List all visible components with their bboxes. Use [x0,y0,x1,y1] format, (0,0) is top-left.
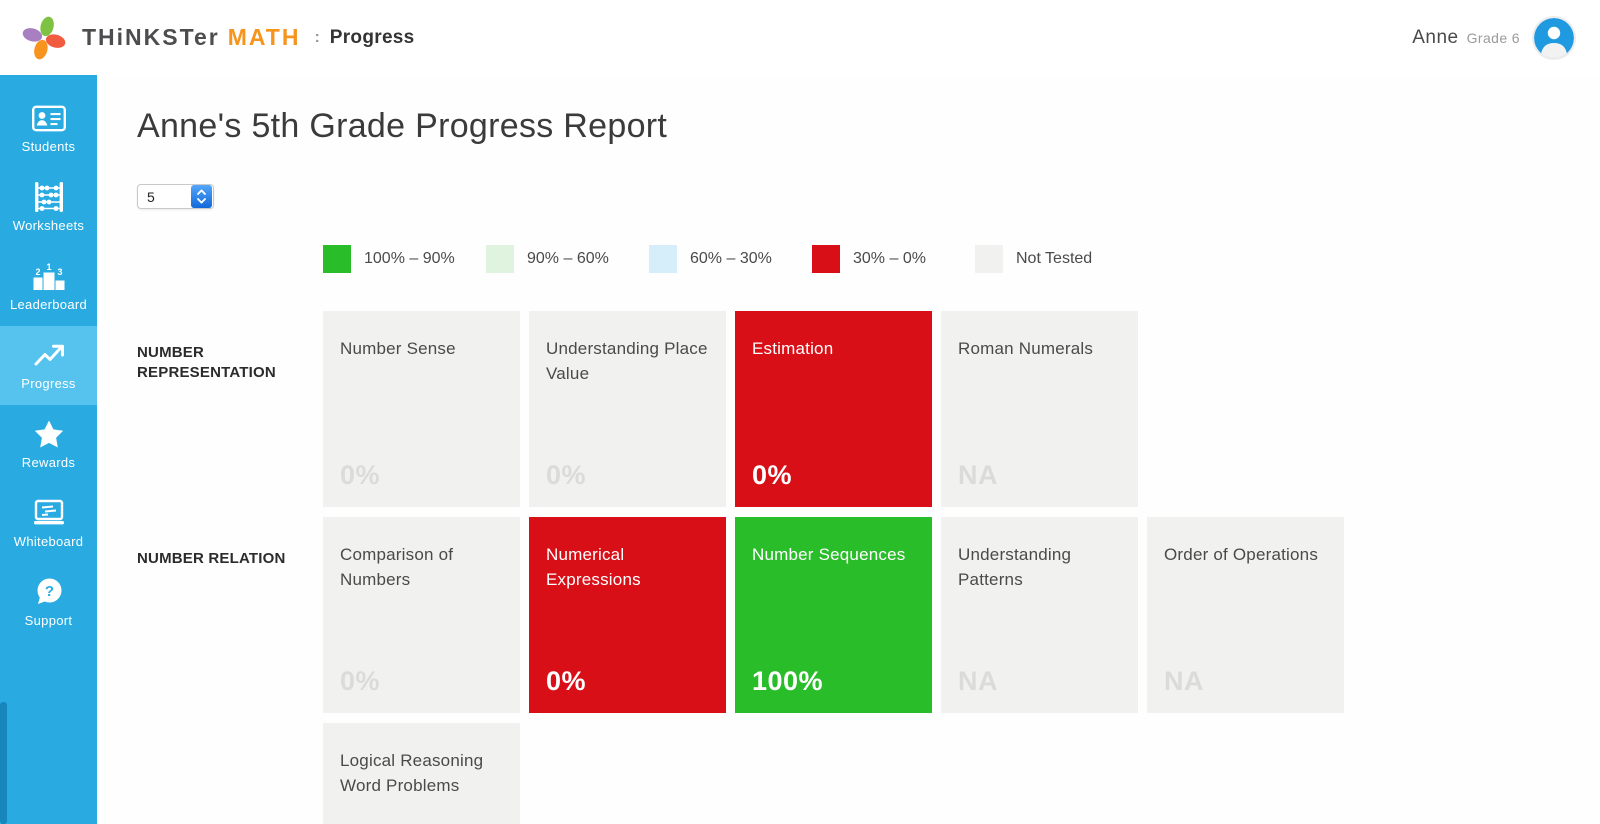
support-icon: ? [34,577,64,607]
legend-swatch [323,245,351,273]
topic-cell[interactable]: Order of Operations NA [1147,517,1344,713]
user-avatar[interactable] [1534,17,1574,58]
person-icon [1534,17,1574,58]
sidebar-scrollbar[interactable] [0,702,7,824]
brand-name: THiNKSTer [82,24,220,50]
sidebar-nav: Students Worksheets 1 2 3 Leaderboard Progress… [0,75,97,824]
legend-label: 60% – 30% [690,250,772,267]
whiteboard-icon [33,498,65,528]
sidebar-item-progress[interactable]: Progress [0,326,97,405]
topic-score: 0% [546,666,587,696]
brand-name-math: MATH [227,24,301,50]
topic-score: 0% [340,666,381,696]
topic-title: Roman Numerals [958,339,1094,358]
sidebar-item-worksheets[interactable]: Worksheets [0,168,97,247]
topic-cell[interactable]: Roman Numerals NA [941,311,1138,507]
topic-title: Understanding Patterns [958,545,1072,589]
sidebar-item-students[interactable]: Students [0,89,97,168]
legend-item: 30% – 0% [812,245,975,273]
topic-score: NA [1164,666,1204,696]
topic-cell[interactable]: Comparison of Numbers 0% [323,517,520,713]
legend-swatch [649,245,677,273]
topic-cell[interactable]: Estimation 0% [735,311,932,507]
category-label: NUMBER RELATION [137,550,286,567]
topic-score: 0% [752,460,793,490]
topic-cell[interactable]: Logical Reasoning Word Problems [323,723,520,824]
progress-grid: NUMBER REPRESENTATION Number Sense 0% Under… [137,311,1600,824]
main-content: Anne's 5th Grade Progress Report 5 100% … [97,75,1600,824]
sidebar-item-label: Progress [21,376,76,391]
legend-item: Not Tested [975,245,1138,273]
app-header: THiNKSTer MATH : Progress Anne Grade 6 [0,0,1600,75]
legend-swatch [812,245,840,273]
grid-row: NUMBER RELATION Comparison of Numbers 0% Nu… [137,517,1600,713]
topic-title: Order of Operations [1164,545,1319,564]
topic-score: 0% [546,460,587,490]
topic-cell[interactable]: Understanding Patterns NA [941,517,1138,713]
legend-label: 90% – 60% [527,250,609,267]
topic-title: Comparison of Numbers [340,545,454,589]
svg-text:?: ? [44,583,53,600]
legend-label: 30% – 0% [853,250,926,267]
svg-text:1: 1 [46,262,51,272]
topic-cell[interactable]: Number Sense 0% [323,311,520,507]
topic-title: Understanding Place Value [546,339,708,383]
user-name: Anne [1412,26,1459,48]
topic-title: Number Sequences [752,545,906,564]
grade-select[interactable]: 5 [137,184,214,209]
topic-score: NA [958,460,998,490]
grid-row: NUMBER REPRESENTATION Number Sense 0% Under… [137,311,1600,507]
legend-swatch [486,245,514,273]
topic-score: NA [958,666,998,696]
topic-cell[interactable]: Understanding Place Value 0% [529,311,726,507]
students-icon [31,103,66,133]
topic-cell[interactable]: Numerical Expressions 0% [529,517,726,713]
topic-score: 0% [340,460,381,490]
svg-text:2: 2 [35,267,40,277]
score-legend: 100% – 90% 90% – 60% 60% – 30% 30% – 0% Not … [323,245,1600,273]
legend-swatch [975,245,1003,273]
sidebar-item-label: Worksheets [12,218,85,233]
topic-title: Numerical Expressions [546,545,641,589]
legend-item: 90% – 60% [486,245,649,273]
legend-label: Not Tested [1016,250,1093,267]
category-label [137,723,323,824]
sidebar-item-leaderboard[interactable]: 1 2 3 Leaderboard [0,247,97,326]
sidebar-item-label: Whiteboard [13,534,84,549]
sidebar-item-label: Rewards [21,455,76,470]
sidebar-item-support[interactable]: ? Support [0,563,97,642]
topic-cell[interactable]: Number Sequences 100% [735,517,932,713]
topic-title: Logical Reasoning Word Problems [340,751,484,795]
topic-title: Number Sense [340,339,456,358]
legend-item: 100% – 90% [323,245,486,273]
topic-score: 100% [752,666,824,696]
worksheets-icon [33,182,65,212]
topic-title: Estimation [752,339,834,358]
progress-icon [33,340,65,370]
legend-label: 100% – 90% [364,250,455,267]
sidebar-item-label: Support [24,613,73,628]
category-label: NUMBER REPRESENTATION [137,344,276,382]
select-stepper-icon [191,185,212,208]
grid-row: Logical Reasoning Word Problems [137,723,1600,824]
page-title: Anne's 5th Grade Progress Report [137,107,668,145]
breadcrumb-separator: : [314,28,320,46]
breadcrumb: Progress [329,26,415,48]
user-grade: Grade 6 [1466,29,1520,46]
sidebar-item-whiteboard[interactable]: Whiteboard [0,484,97,563]
sidebar-item-label: Students [21,139,76,154]
sidebar-item-label: Leaderboard [9,297,88,312]
rewards-icon [33,419,65,449]
legend-item: 60% – 30% [649,245,812,273]
svg-text:3: 3 [57,267,62,277]
grade-select-value: 5 [147,188,155,205]
sidebar-item-rewards[interactable]: Rewards [0,405,97,484]
thinkster-logo-icon [22,16,66,59]
